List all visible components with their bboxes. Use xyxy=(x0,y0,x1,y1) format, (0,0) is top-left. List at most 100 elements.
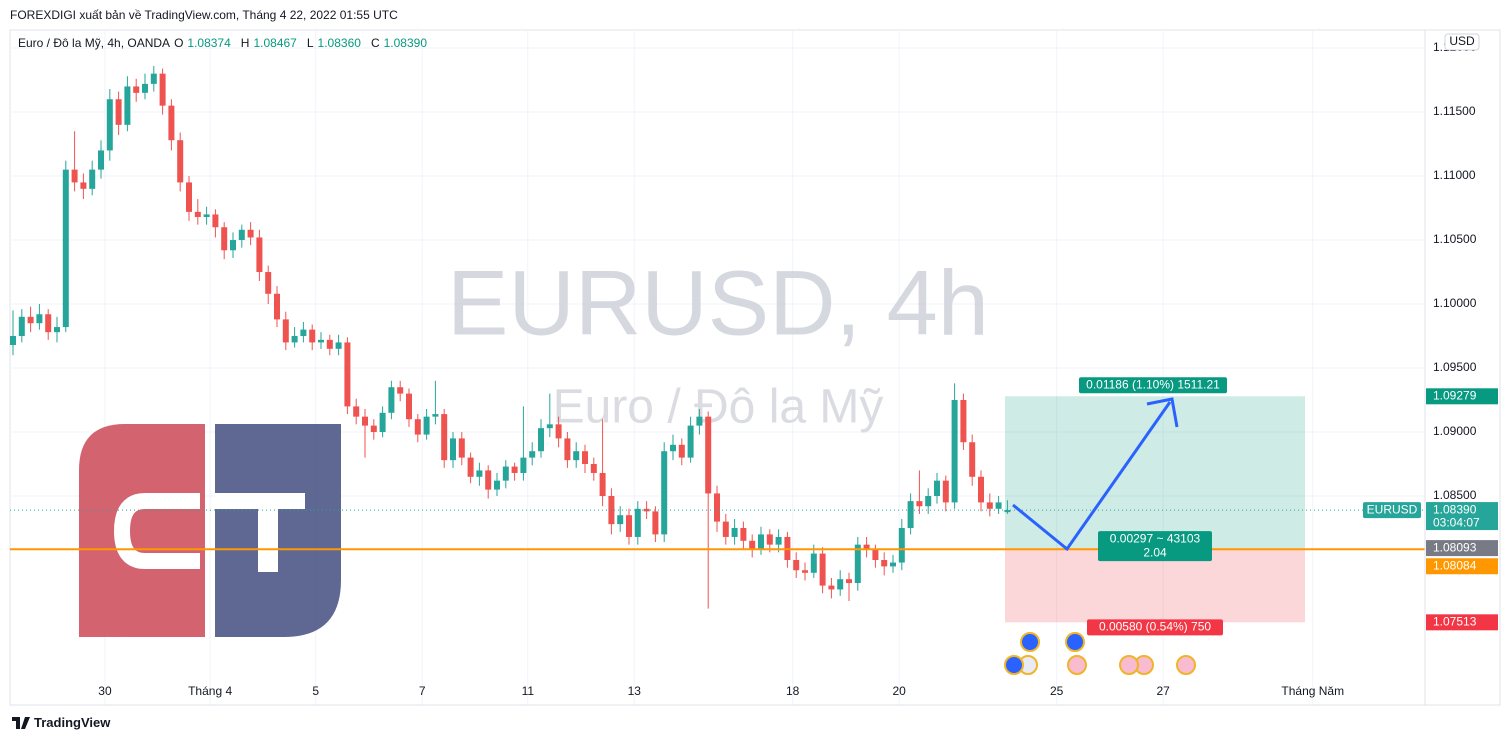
symbol-line: Euro / Đô la Mỹ, 4h, OANDA O 1.08374 H 1.0… xyxy=(18,36,433,50)
ohlc-key: C xyxy=(370,36,380,50)
candle-body xyxy=(890,562,896,567)
footer: TradingView xyxy=(12,715,110,730)
axes: 1.08500 1.09000 1.09500 1.10000 1.10500 1.110… xyxy=(98,40,1498,698)
candle-body xyxy=(986,502,993,509)
candle-body xyxy=(150,73,157,84)
projection-arrow xyxy=(1012,397,1179,552)
candle-body xyxy=(62,169,69,328)
candle-body xyxy=(652,511,659,535)
candle-body xyxy=(335,342,342,349)
y-tick-label: 1.09000 xyxy=(1433,424,1477,438)
ohlc-value: 1.08360 xyxy=(317,36,361,50)
candle-body xyxy=(969,442,976,477)
watermark-title: EURUSD, 4h xyxy=(447,252,989,354)
candle-body xyxy=(502,466,509,481)
plot: 0.01186 (1.10%) 1511.21 0.00297 ~ 431032.… xyxy=(10,65,1425,636)
candle-body xyxy=(978,476,984,503)
candle-body xyxy=(423,416,430,435)
x-tick-label: Tháng 4 xyxy=(188,684,232,698)
candle-body xyxy=(186,182,192,212)
candle-body xyxy=(661,451,668,535)
candle-body xyxy=(388,387,395,413)
candle-body xyxy=(406,393,412,420)
logo xyxy=(79,424,341,637)
candle-body xyxy=(670,444,676,452)
candle-body xyxy=(203,214,210,217)
candle-body xyxy=(766,534,773,545)
y-tick-label: 1.11500 xyxy=(1433,104,1476,118)
candle-body xyxy=(274,293,280,320)
ohlc-value: 1.08390 xyxy=(383,36,427,50)
y-tick-label: 1.10000 xyxy=(1433,296,1477,310)
candle-body xyxy=(300,329,307,337)
candle-body xyxy=(458,438,465,458)
x-tick-label: 18 xyxy=(786,684,800,698)
candle-body xyxy=(194,211,201,217)
candle-body xyxy=(740,527,747,541)
currency-box xyxy=(1444,33,1480,51)
candle-body xyxy=(18,316,25,337)
entry-label-box xyxy=(1098,531,1212,562)
candle-body xyxy=(995,502,1002,509)
last-price-box xyxy=(1426,502,1498,531)
candle-body xyxy=(854,544,861,584)
candle-body xyxy=(828,585,835,590)
candle-body xyxy=(71,169,78,183)
candle-body xyxy=(837,579,844,590)
stop-label-box xyxy=(1087,619,1223,636)
candle-body xyxy=(450,438,456,461)
candle-body xyxy=(133,86,140,93)
entry-tag: 1.08093 xyxy=(1433,540,1477,554)
ohlc-value: 1.08374 xyxy=(187,36,231,50)
candle-body xyxy=(476,470,483,477)
x-tick-label: 25 xyxy=(1050,684,1064,698)
candle-body xyxy=(872,549,879,560)
candle-body xyxy=(370,425,377,433)
last-price: 1.08390 xyxy=(1433,502,1477,516)
candle-body xyxy=(159,73,166,106)
watermark-subtitle: Euro / Đô la Mỹ xyxy=(553,381,884,434)
ohlc-key: O xyxy=(174,36,184,50)
candle-body xyxy=(441,414,448,461)
entry-label: 0.00297 ~ 43103 xyxy=(1110,531,1201,545)
candle-body xyxy=(256,237,263,273)
y-tick-label: 1.08500 xyxy=(1433,488,1477,502)
candle-body xyxy=(309,329,316,343)
candle-body xyxy=(564,438,571,461)
candle-body xyxy=(608,496,615,525)
candle-body xyxy=(793,559,800,571)
candle-body xyxy=(106,99,113,151)
publisher: FOREXDIGI xuất bản về TradingView.com, T… xyxy=(10,8,398,22)
stop-tag: 1.07513 xyxy=(1433,614,1477,628)
candle-body xyxy=(291,336,298,343)
candle-body xyxy=(247,229,254,238)
candle-body xyxy=(27,316,34,324)
candle-body xyxy=(520,457,527,473)
candle-body xyxy=(819,553,826,586)
risk-reward: 2.04 xyxy=(1143,545,1167,559)
candle-body xyxy=(810,553,817,573)
y-tick-label: 1.11000 xyxy=(1433,168,1476,182)
candle-body xyxy=(54,327,60,333)
candle-body xyxy=(142,83,148,93)
x-tick-label: 11 xyxy=(522,684,535,698)
candle-body xyxy=(397,387,404,394)
candle-body xyxy=(696,416,703,426)
symbol-tag: EURUSD xyxy=(1367,502,1418,516)
candle-body xyxy=(344,342,351,407)
x-tick-label: 7 xyxy=(419,684,426,698)
candle-body xyxy=(467,457,474,477)
candle-body xyxy=(758,534,764,550)
footer-text: TradingView xyxy=(34,715,111,730)
event-icons xyxy=(1004,632,1196,675)
stop-tag-box xyxy=(1426,614,1498,631)
candle-body xyxy=(485,470,492,490)
y-tick-label: 1.09500 xyxy=(1433,360,1477,374)
tv-logo xyxy=(12,716,30,729)
candle-body xyxy=(45,314,52,333)
x-tick-label: 20 xyxy=(892,684,906,698)
candle-body xyxy=(318,339,324,343)
candle-body xyxy=(599,472,606,497)
candle-body xyxy=(80,182,87,189)
